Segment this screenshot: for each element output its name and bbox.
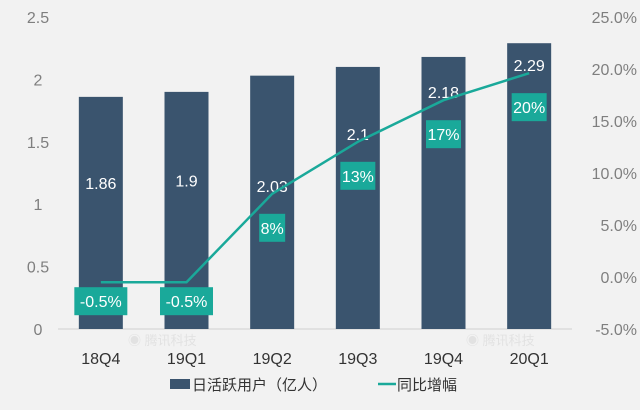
bar-value-label: 1.86 bbox=[85, 176, 116, 193]
growth-label: -0.5% bbox=[166, 294, 208, 311]
bar-value-label: 2.29 bbox=[514, 58, 545, 75]
growth-label: 13% bbox=[342, 169, 374, 186]
category-label: 19Q4 bbox=[424, 351, 463, 368]
category-label: 19Q1 bbox=[167, 351, 206, 368]
bar-19Q4 bbox=[421, 56, 466, 329]
right-axis-tick-label: 25.0% bbox=[592, 10, 637, 27]
legend-bar-label: 日活跃用户（亿人） bbox=[192, 377, 327, 394]
growth-line bbox=[100, 71, 530, 284]
right-axis-tick-label: 20.0% bbox=[592, 62, 637, 79]
growth-label-box bbox=[340, 161, 376, 190]
left-axis-tick-label: 0 bbox=[34, 322, 43, 339]
legend-line-label: 同比增幅 bbox=[397, 377, 457, 394]
right-axis-tick-label: 5.0% bbox=[601, 218, 637, 235]
bar-value-label: 2.03 bbox=[257, 179, 288, 196]
bar-20Q1 bbox=[507, 43, 552, 329]
left-axis-tick-label: 2.5 bbox=[27, 10, 49, 27]
left-axis-tick-label: 2 bbox=[34, 72, 43, 89]
left-axis-tick-label: 1.5 bbox=[27, 135, 49, 152]
growth-label-box bbox=[74, 287, 128, 316]
left-axis-tick-label: 1 bbox=[34, 197, 43, 214]
bar-value-label: 1.9 bbox=[175, 173, 197, 190]
growth-label: 8% bbox=[261, 221, 284, 238]
watermark: ◉ 腾讯科技 bbox=[466, 333, 535, 348]
growth-label-box bbox=[426, 120, 461, 149]
bar-19Q3 bbox=[335, 66, 380, 330]
growth-label: 20% bbox=[513, 100, 545, 117]
right-axis-tick-label: 15.0% bbox=[592, 114, 637, 131]
bar-19Q2 bbox=[250, 75, 295, 329]
category-label: 19Q3 bbox=[338, 351, 377, 368]
legend: 日活跃用户（亿人） 同比增幅 bbox=[170, 377, 457, 394]
category-label: 18Q4 bbox=[81, 351, 120, 368]
category-label: 19Q2 bbox=[253, 351, 292, 368]
left-axis-tick-label: 0.5 bbox=[27, 260, 49, 277]
growth-label: -0.5% bbox=[80, 294, 122, 311]
growth-label-box bbox=[259, 213, 286, 242]
growth-label-box bbox=[160, 287, 213, 316]
right-axis-tick-label: 10.0% bbox=[592, 166, 637, 183]
category-label: 20Q1 bbox=[510, 351, 549, 368]
legend-bar-swatch bbox=[170, 379, 190, 389]
right-axis-tick-label: 0.0% bbox=[601, 270, 637, 287]
growth-label-box bbox=[511, 93, 547, 122]
right-axis-tick-label: -5.0% bbox=[595, 322, 637, 339]
watermark: ◉ 腾讯科技 bbox=[128, 333, 197, 348]
growth-label: 17% bbox=[427, 127, 459, 144]
